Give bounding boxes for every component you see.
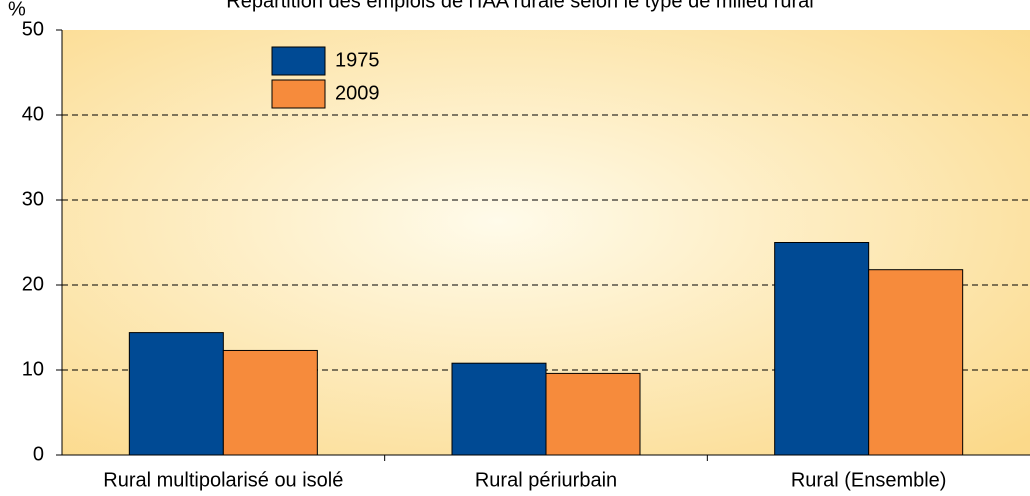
bar (774, 242, 870, 456)
y-tick-label: 40 (22, 103, 44, 125)
y-tick-label: 50 (22, 18, 44, 40)
legend-label: 1975 (335, 49, 380, 71)
bar (868, 269, 964, 456)
y-tick-label: 10 (22, 358, 44, 380)
bar (451, 362, 547, 456)
y-axis-label: % (8, 0, 26, 20)
x-tick-label: Rural (Ensemble) (791, 469, 947, 491)
bar (222, 349, 318, 456)
legend-swatch (271, 79, 326, 109)
bar (128, 332, 224, 456)
chart-title: Répartition des emplois de l'IAA rurale … (226, 0, 813, 12)
bar (545, 372, 641, 456)
legend-label: 2009 (335, 82, 380, 104)
x-tick-label: Rural périurbain (475, 469, 617, 491)
legend-swatch (271, 46, 326, 76)
y-tick-label: 30 (22, 188, 44, 210)
y-tick-label: 0 (33, 443, 44, 465)
y-tick-label: 20 (22, 273, 44, 295)
x-tick-label: Rural multipolarisé ou isolé (103, 469, 343, 491)
